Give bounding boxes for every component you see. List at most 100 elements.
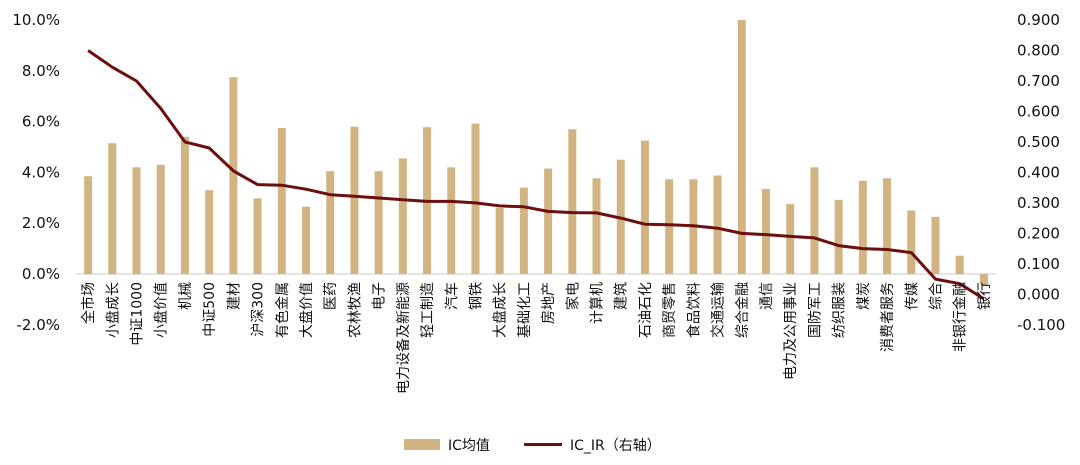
bar	[786, 204, 795, 274]
category-label: 综合	[928, 282, 944, 310]
right-tick-label: 0.000	[1017, 285, 1060, 303]
right-tick-label: 0.100	[1017, 255, 1060, 273]
category-label: 小盘价值	[153, 282, 170, 338]
bar	[398, 158, 407, 274]
bar	[374, 171, 383, 274]
category-label: 交通运输	[710, 282, 727, 338]
bar	[834, 199, 843, 274]
bar	[180, 136, 189, 274]
bar	[302, 206, 310, 274]
bar	[156, 164, 165, 274]
legend-swatch-ic-mean	[404, 439, 440, 450]
category-label: 消费者服务	[880, 282, 896, 352]
right-tick-label: 0.300	[1017, 194, 1060, 212]
bar	[713, 175, 722, 274]
category-label: 电力及公用事业	[783, 282, 799, 380]
left-tick-label: 10.0%	[12, 11, 60, 29]
bar	[326, 171, 335, 274]
left-tick-label: 4.0%	[22, 163, 60, 181]
bar	[108, 143, 117, 274]
bar	[907, 210, 916, 274]
right-axis: -0.100 0.000 0.100 0.200 0.300 0.400 0.500 0.60…	[1017, 11, 1065, 334]
left-tick-label: 0.0%	[22, 265, 60, 283]
bar	[737, 20, 746, 274]
bar	[350, 126, 359, 275]
category-label: 医药	[323, 282, 339, 310]
bar	[277, 127, 286, 274]
category-label: 大盘成长	[492, 282, 509, 338]
bar	[447, 167, 456, 274]
category-label: 食品饮料	[685, 282, 702, 338]
bar	[495, 207, 504, 274]
category-label: 煤炭	[856, 282, 872, 310]
bar	[471, 123, 480, 274]
right-tick-label: 0.200	[1017, 224, 1060, 242]
bar	[858, 180, 867, 274]
category-label: 中证500	[202, 282, 218, 337]
bar	[931, 216, 940, 274]
category-label: 计算机	[590, 282, 606, 324]
right-tick-label: 0.900	[1017, 11, 1060, 29]
category-label: 通信	[759, 282, 775, 310]
legend-label-ic-mean: IC均值	[448, 438, 490, 454]
category-label: 纺织服装	[832, 282, 848, 338]
category-label: 钢铁	[468, 282, 484, 310]
legend: IC均值 IC_IR（右轴）	[404, 438, 661, 454]
right-tick-label: 0.800	[1017, 41, 1060, 59]
category-label: 家电	[564, 282, 581, 310]
bar	[568, 129, 577, 274]
right-tick-label: 0.400	[1017, 163, 1060, 181]
bar	[762, 188, 770, 274]
ic-ir-line	[87, 49, 985, 301]
bar	[592, 178, 601, 274]
category-label: 全市场	[80, 282, 97, 324]
category-labels: 全市场 小盘成长 中证1000 小盘价值 机械 中证500 建材 沪深300 有色金属 大盘价值医…	[80, 282, 993, 394]
category-label: 房地产	[541, 282, 557, 324]
category-label: 传媒	[904, 282, 920, 310]
bar	[205, 190, 214, 274]
category-label: 沪深300	[251, 282, 267, 337]
category-label: 石油石化	[638, 282, 654, 338]
category-label: 小盘成长	[104, 282, 121, 338]
bar-series	[84, 20, 988, 285]
category-label: 轻工制造	[420, 282, 436, 338]
bar	[84, 176, 93, 274]
right-tick-label: -0.100	[1017, 316, 1065, 334]
bar	[253, 198, 262, 274]
left-tick-label: -2.0%	[16, 316, 60, 334]
category-label: 有色金属	[274, 282, 291, 338]
category-label: 机械	[178, 282, 194, 310]
category-label: 农林牧渔	[347, 282, 363, 338]
category-label: 电力设备及新能源	[395, 282, 412, 394]
bar	[640, 140, 649, 274]
category-label: 非银行金融	[953, 282, 969, 352]
category-label: 国防军工	[807, 282, 823, 338]
bar	[665, 179, 674, 274]
category-label: 大盘价值	[298, 282, 315, 338]
category-label: 综合金融	[735, 282, 751, 338]
category-label: 电子	[372, 282, 388, 310]
bar	[955, 255, 964, 274]
bar	[519, 187, 528, 274]
left-tick-label: 6.0%	[22, 113, 60, 131]
bar	[979, 274, 988, 285]
left-axis: -2.0% 0.0% 2.0% 4.0% 6.0% 8.0% 10.0%	[12, 11, 60, 334]
bar	[544, 168, 553, 274]
bar	[229, 77, 238, 275]
bar	[810, 167, 819, 274]
category-label: 汽车	[443, 282, 460, 310]
right-tick-label: 0.500	[1017, 133, 1060, 151]
category-label: 商贸零售	[662, 282, 678, 338]
category-label: 中证1000	[130, 282, 146, 346]
category-label: 基础化工	[516, 282, 533, 338]
category-label: 银行	[977, 282, 993, 310]
right-tick-label: 0.600	[1017, 102, 1060, 120]
left-tick-label: 2.0%	[22, 214, 60, 232]
right-tick-label: 0.700	[1017, 72, 1060, 90]
category-label: 建材	[226, 282, 242, 310]
left-tick-label: 8.0%	[22, 62, 60, 80]
legend-label-ic-ir: IC_IR（右轴）	[570, 438, 661, 454]
bar	[883, 178, 892, 274]
